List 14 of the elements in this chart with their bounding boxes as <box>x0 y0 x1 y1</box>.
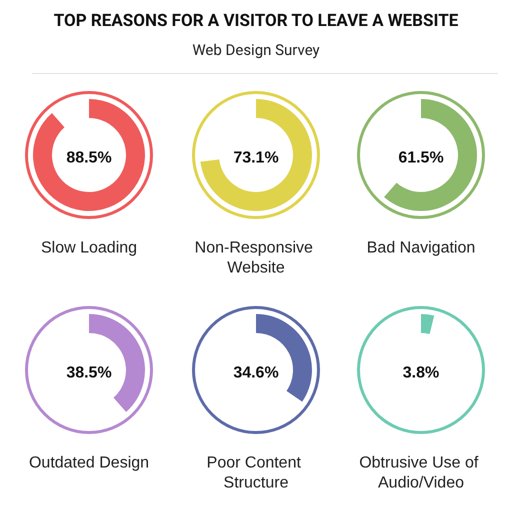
text: Poor Content Structure <box>206 454 306 492</box>
text: Obtrusive Use of Audio/Video <box>359 454 483 492</box>
text: 38.5% <box>66 364 112 382</box>
text: Web Design Survey <box>191 40 321 61</box>
text: Slow Loading <box>40 240 138 256</box>
text: 88.5% <box>66 150 112 166</box>
text: 3.8% <box>402 364 440 382</box>
text: Outdated Design <box>28 454 150 472</box>
text: 73.1% <box>233 150 279 166</box>
text: Non-Responsive Website <box>194 240 318 276</box>
text: TOP REASONS FOR A VISITOR TO LEAVE A WEBSITE <box>52 10 460 33</box>
text: 34.6% <box>233 364 279 382</box>
text: 61.5% <box>398 150 444 166</box>
text: Bad Navigation <box>366 240 476 256</box>
